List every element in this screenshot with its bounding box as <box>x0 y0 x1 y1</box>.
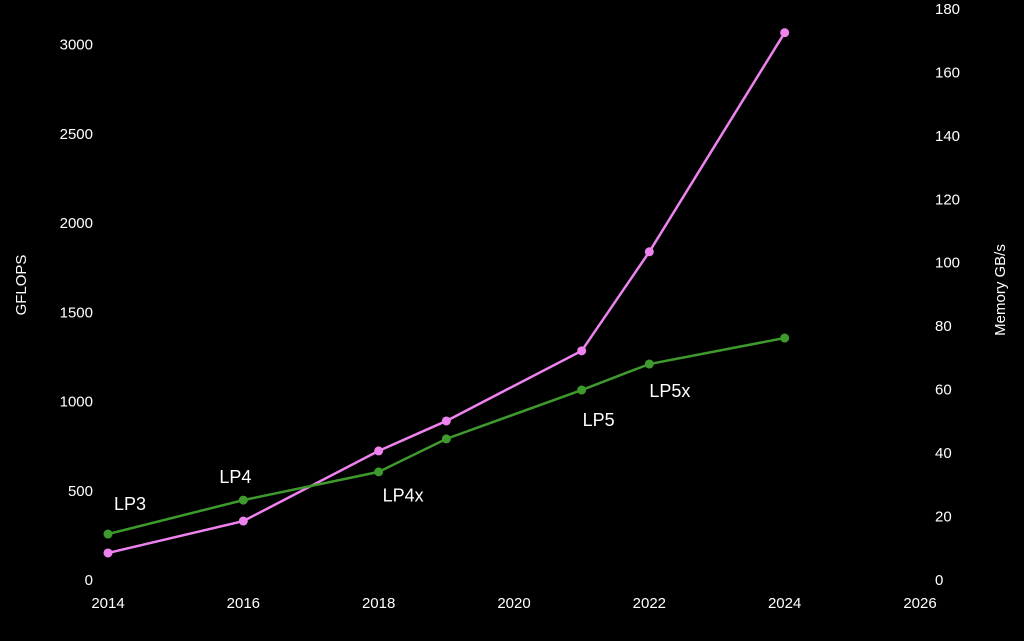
y2-tick-label: 60 <box>935 382 952 399</box>
series-point <box>374 467 384 477</box>
annotation: LP3 <box>114 494 146 514</box>
y2-tick-label: 120 <box>935 191 960 208</box>
series-point <box>238 516 248 526</box>
annotation: LP5 <box>583 410 615 430</box>
series-point <box>644 359 654 369</box>
x-tick-label: 2024 <box>768 595 801 612</box>
y-tick-label: 500 <box>68 483 93 500</box>
y2-tick-label: 80 <box>935 318 952 335</box>
y-axis-label: GFLOPS <box>13 255 30 316</box>
annotation: LP4 <box>219 467 251 487</box>
y-tick-label: 2000 <box>60 215 93 232</box>
series-point <box>644 247 654 257</box>
x-tick-label: 2026 <box>903 595 936 612</box>
y-tick-label: 1000 <box>60 394 93 411</box>
series-point <box>780 28 790 38</box>
series-point <box>103 548 113 558</box>
series-point <box>374 446 384 456</box>
series-point <box>780 333 790 343</box>
series-line <box>107 32 786 555</box>
y2-tick-label: 0 <box>935 572 943 589</box>
series-point <box>441 416 451 426</box>
y2-axis-label: Memory GB/s <box>992 244 1009 336</box>
x-tick-label: 2014 <box>91 595 124 612</box>
y-tick-label: 2500 <box>60 126 93 143</box>
y2-tick-label: 140 <box>935 128 960 145</box>
annotation: LP5x <box>649 381 690 401</box>
series-point <box>577 385 587 395</box>
y2-tick-label: 20 <box>935 509 952 526</box>
series-point <box>238 495 248 505</box>
series-point <box>103 529 113 539</box>
y2-tick-label: 100 <box>935 255 960 272</box>
y-tick-label: 0 <box>85 572 93 589</box>
x-tick-label: 2022 <box>633 595 666 612</box>
y2-tick-label: 40 <box>935 445 952 462</box>
y2-tick-label: 160 <box>935 64 960 81</box>
y-tick-label: 3000 <box>60 37 93 54</box>
series-point <box>441 434 451 444</box>
y-tick-label: 1500 <box>60 304 93 321</box>
y2-tick-label: 180 <box>935 1 960 18</box>
annotation: LP4x <box>383 486 424 506</box>
x-tick-label: 2020 <box>497 595 530 612</box>
series-point <box>577 346 587 356</box>
x-tick-label: 2018 <box>362 595 395 612</box>
x-tick-label: 2016 <box>227 595 260 612</box>
